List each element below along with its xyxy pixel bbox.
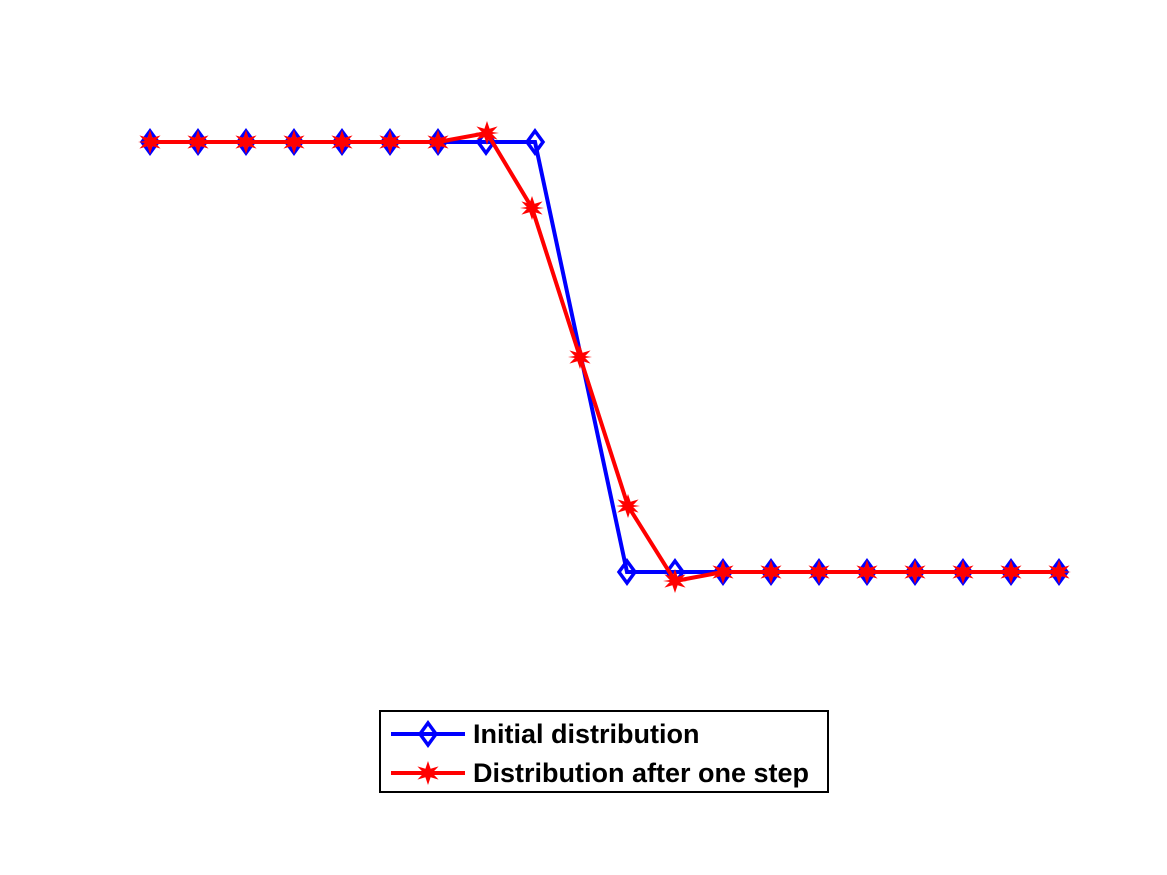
data-point	[759, 560, 783, 584]
data-point	[282, 130, 306, 154]
legend-marker-glyph	[416, 761, 440, 785]
series-initial-distribution	[140, 129, 1069, 585]
data-point	[520, 196, 544, 220]
legend-entry-initial-distribution: Initial distribution	[381, 714, 827, 754]
series-distribution-after-one-step-markers	[138, 121, 1071, 593]
series-layer	[138, 121, 1071, 593]
data-point	[138, 130, 162, 154]
data-point	[186, 130, 210, 154]
legend-swatch-distribution-after-one-step	[391, 761, 465, 785]
legend-label-distribution-after-one-step: Distribution after one step	[473, 757, 810, 788]
series-distribution-after-one-step	[138, 121, 1071, 593]
legend: Initial distribution Distribution after …	[379, 710, 829, 793]
data-point	[807, 560, 831, 584]
data-point	[1047, 560, 1071, 584]
data-point	[711, 560, 735, 584]
data-point	[855, 560, 879, 584]
data-point	[330, 130, 354, 154]
data-point	[616, 494, 640, 518]
legend-label-initial-distribution: Initial distribution	[473, 718, 700, 749]
data-point	[903, 560, 927, 584]
series-initial-distribution-markers	[140, 129, 1069, 585]
series-initial-distribution-line	[150, 140, 1059, 574]
series-distribution-after-one-step-line	[150, 130, 1059, 584]
data-point	[234, 130, 258, 154]
data-point	[426, 130, 450, 154]
legend-swatch-initial-distribution	[391, 721, 465, 747]
data-point	[568, 345, 592, 369]
legend-entry-distribution-after-one-step: Distribution after one step	[381, 753, 827, 793]
data-point	[999, 560, 1023, 584]
data-point	[951, 560, 975, 584]
data-point	[378, 130, 402, 154]
